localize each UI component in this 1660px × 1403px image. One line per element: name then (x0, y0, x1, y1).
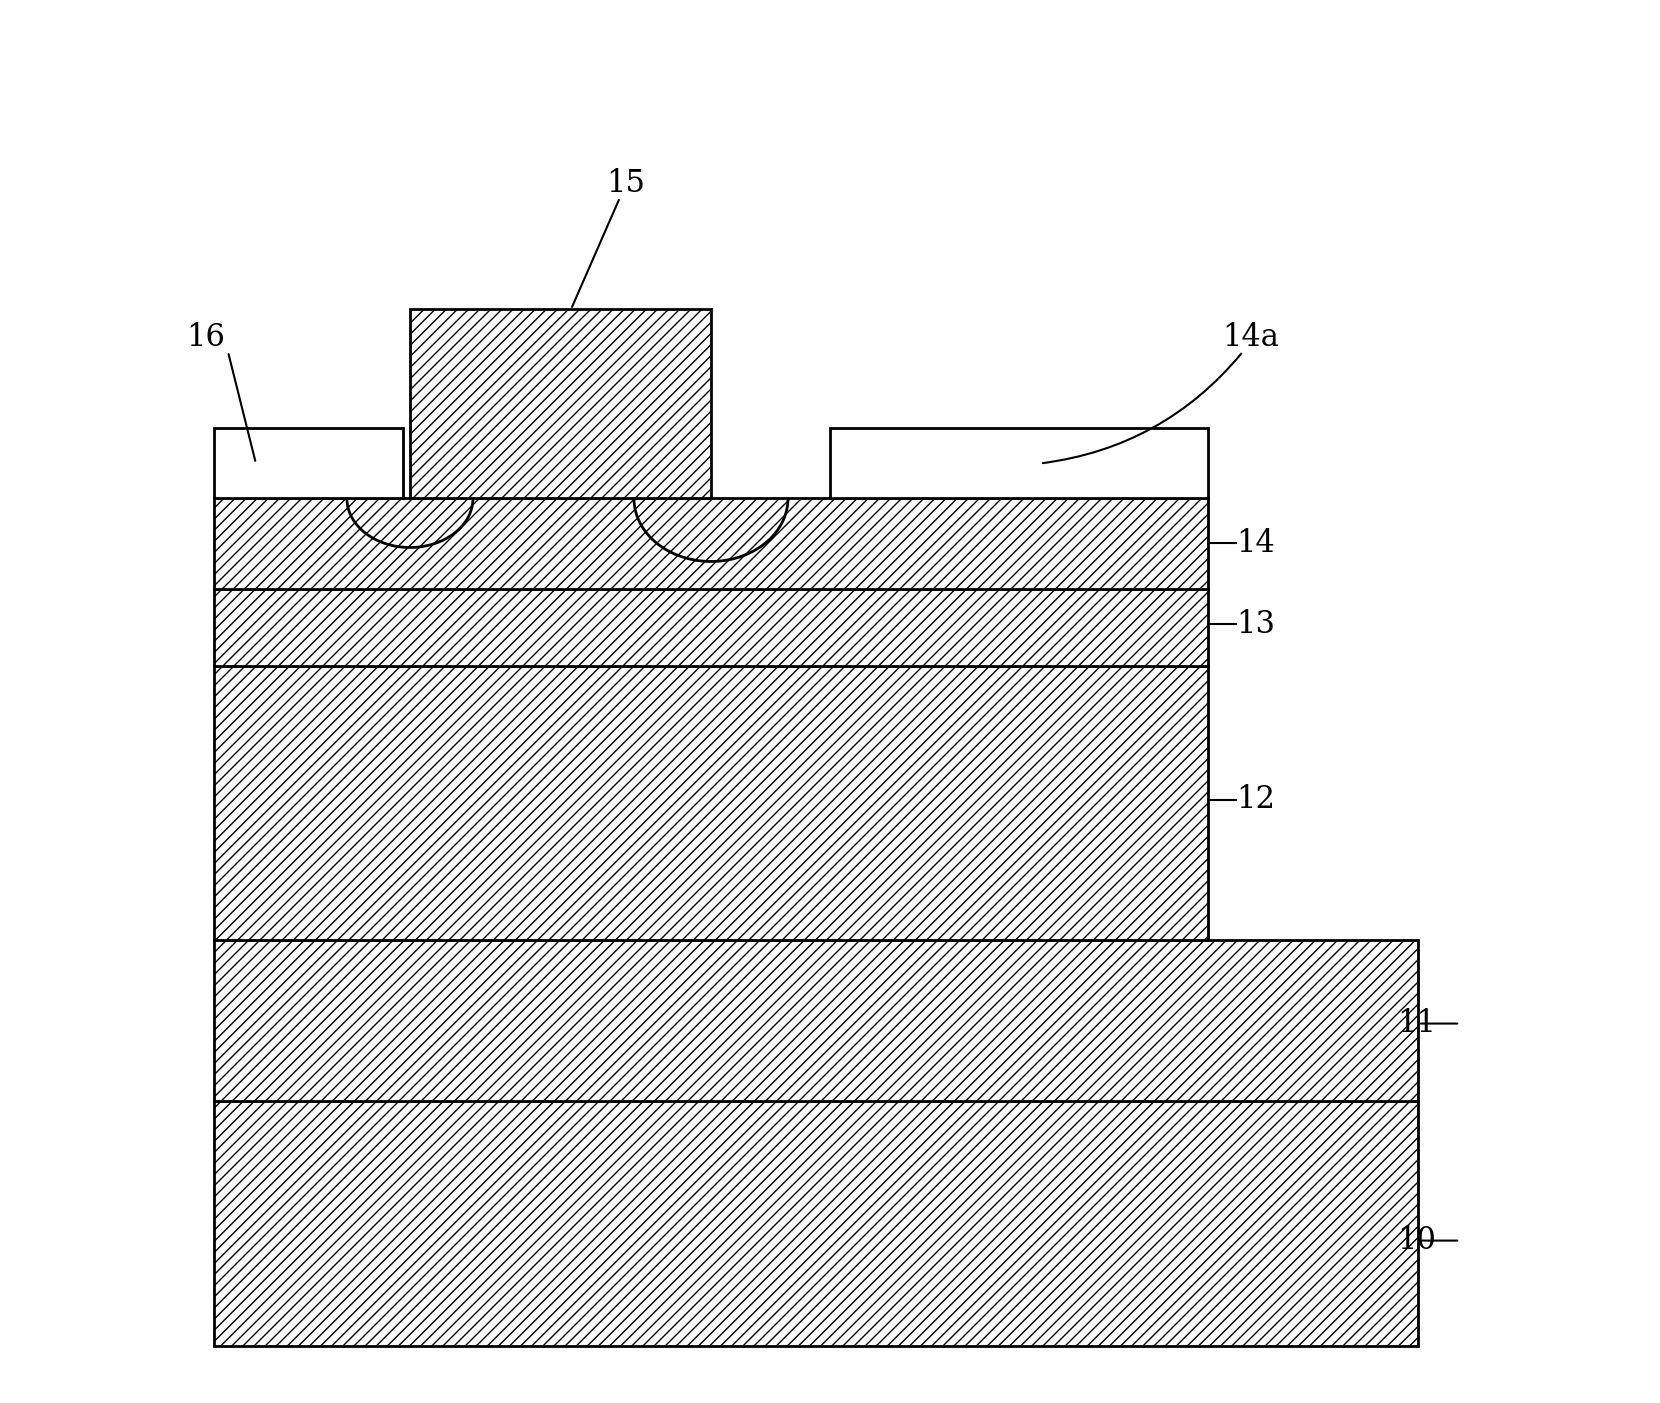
Bar (214, 940, 1418, 1100)
Bar (214, 589, 1208, 666)
Text: 12: 12 (1237, 784, 1275, 815)
Text: 16: 16 (186, 321, 224, 354)
Text: 10: 10 (1398, 1225, 1436, 1256)
Bar (830, 428, 1208, 498)
Bar (214, 428, 403, 498)
Text: 14a: 14a (1222, 321, 1278, 354)
Text: 14: 14 (1237, 528, 1275, 558)
Bar (214, 666, 1208, 940)
Text: 15: 15 (606, 168, 646, 199)
Bar (214, 498, 1208, 589)
Bar (410, 310, 710, 498)
Text: 13: 13 (1237, 609, 1275, 640)
Text: 11: 11 (1398, 1007, 1436, 1040)
Bar (214, 1100, 1418, 1345)
